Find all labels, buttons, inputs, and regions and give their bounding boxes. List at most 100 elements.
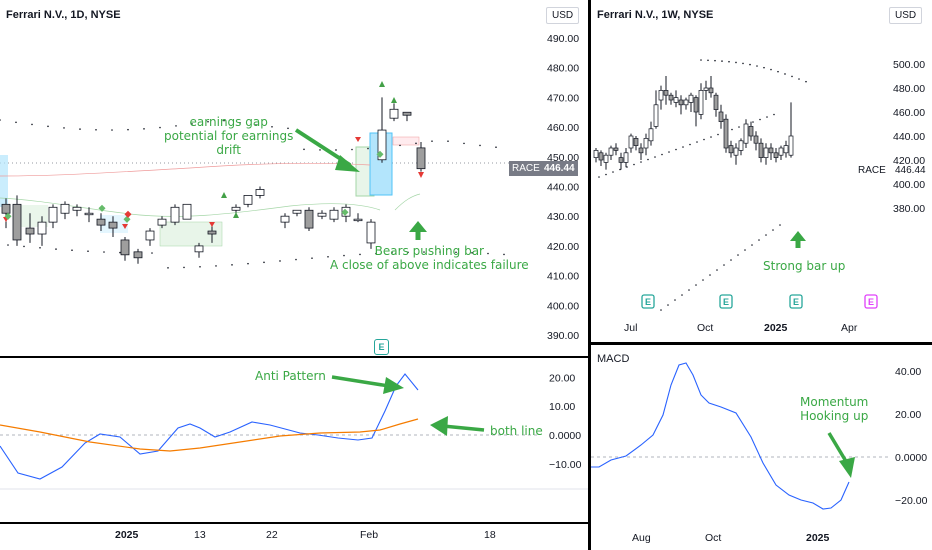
- band-dot: [319, 149, 321, 151]
- band-dot: [709, 274, 711, 276]
- band-dot: [247, 262, 249, 265]
- earnings-marker-label: E: [723, 297, 729, 307]
- daily-chart-pane[interactable]: Ferrari N.V., 1D, NYSE USD 490.00 480.00 4…: [0, 0, 588, 356]
- band-dot: [626, 166, 628, 168]
- macd-line: [0, 373, 419, 480]
- earnings-marker-icon: [789, 294, 803, 309]
- diamond-marker-icon: [376, 150, 384, 158]
- candle-body: [778, 147, 784, 156]
- candle-body: [683, 99, 689, 106]
- band-dot: [215, 265, 217, 267]
- band-dot: [207, 120, 209, 123]
- annotation-arrowhead-icon: [409, 221, 427, 232]
- weekly-macd-pane[interactable]: MACD 40.00 20.00 0.0000 −20.00 Aug Oct 2025 Mo…: [591, 345, 932, 550]
- bearish-marker-icon: [122, 224, 128, 229]
- band-dot: [763, 66, 765, 69]
- weekly-chart-pane[interactable]: Ferrari N.V., 1W, NYSE USD 500.00 480.00 4…: [591, 0, 932, 342]
- band-dot: [111, 129, 113, 131]
- band-dot: [455, 251, 457, 254]
- candle-body: [207, 230, 217, 235]
- band-dot: [239, 122, 241, 124]
- band-dot: [407, 251, 409, 254]
- weekly-price-tick: 460.00: [893, 107, 925, 119]
- daily-macd-chart[interactable]: 20.00 10.00 0.0000 −10.00: [0, 358, 588, 522]
- candle-body: [304, 209, 314, 229]
- band-dot: [303, 148, 305, 151]
- candle-body: [653, 104, 659, 127]
- bullish-marker-icon: [391, 97, 397, 103]
- earnings-marker-icon[interactable]: E: [374, 339, 389, 355]
- weekly-currency-button[interactable]: USD: [889, 7, 923, 24]
- band-dot: [779, 224, 781, 226]
- band-dot: [415, 142, 417, 145]
- earnings-marker-icon: [641, 294, 655, 309]
- band-dot: [612, 171, 614, 173]
- candle-body: [25, 227, 35, 235]
- band-dot: [279, 260, 281, 262]
- weekly-macd-xaxis-label: Oct: [705, 532, 721, 544]
- candle-body: [145, 230, 155, 241]
- band-dot: [447, 140, 449, 142]
- weekly-price-tick: 400.00: [893, 179, 925, 191]
- candle-body: [231, 206, 241, 211]
- daily-price-chart[interactable]: 490.00 480.00 470.00 460.00 450.00 440.00 430.…: [0, 0, 588, 356]
- band-dot: [772, 229, 774, 231]
- band-dot: [702, 279, 704, 281]
- band-dot: [647, 158, 649, 161]
- daily-macd-tick: 10.00: [549, 401, 575, 413]
- both-line-note: both line: [490, 424, 543, 438]
- daily-time-axis[interactable]: 2025 13 22 Feb 18: [0, 524, 588, 550]
- weekly-macd-chart[interactable]: 40.00 20.00 0.0000 −20.00 Aug Oct 2025: [591, 345, 932, 550]
- band-dot: [752, 121, 754, 123]
- candle-body: [603, 154, 609, 163]
- band-dot: [119, 251, 121, 254]
- daily-price-tick: 400.00: [547, 300, 579, 312]
- annotation-arrowhead-icon: [335, 155, 360, 172]
- daily-price-tick: 450.00: [547, 152, 579, 164]
- candle-body: [108, 221, 118, 229]
- band-dot: [731, 128, 733, 131]
- band-dot: [359, 253, 361, 256]
- weekly-macd-tick: −20.00: [895, 495, 928, 507]
- candle-body: [663, 90, 669, 96]
- band-dot: [487, 252, 489, 255]
- shaded-box: [0, 155, 8, 207]
- band-dot: [367, 147, 369, 150]
- band-dot: [335, 149, 337, 151]
- candle-body: [598, 152, 604, 161]
- daily-macd-pane[interactable]: 20.00 10.00 0.0000 −10.00 Anti Pattern both…: [0, 358, 588, 522]
- daily-currency-button[interactable]: USD: [546, 7, 580, 24]
- band-dot: [661, 153, 663, 156]
- candle-body: [638, 147, 644, 154]
- band-dot: [71, 249, 73, 252]
- weekly-price-chart[interactable]: 500.00 480.00 460.00 440.00 420.00 400.00 380.…: [591, 0, 932, 342]
- bears-pushing-note: Bears pushing bar A close of above indic…: [330, 244, 529, 272]
- band-dot: [183, 266, 185, 269]
- band-dot: [79, 128, 81, 130]
- candle-body: [292, 209, 302, 214]
- band-dot: [660, 309, 662, 311]
- band-dot: [143, 128, 145, 130]
- band-dot: [703, 138, 705, 141]
- band-dot: [95, 129, 97, 131]
- bullish-marker-icon: [221, 192, 227, 198]
- band-dot: [391, 251, 393, 254]
- candle-body: [402, 111, 412, 116]
- daily-xaxis-label: 18: [484, 529, 496, 541]
- annotation-arrow: [442, 424, 485, 432]
- candle-body: [329, 209, 339, 220]
- candle-body: [194, 245, 204, 253]
- band-dot: [287, 127, 289, 130]
- annotation-arrowhead-icon: [430, 416, 448, 436]
- weekly-chart-title: Ferrari N.V., 1W, NYSE: [597, 9, 714, 21]
- candle-body: [96, 218, 106, 226]
- daily-price-tick: 440.00: [547, 182, 579, 194]
- candle-body: [120, 239, 130, 256]
- weekly-symbol-tag: RACE: [858, 165, 886, 176]
- annotation-arrow: [331, 375, 396, 389]
- band-dot: [351, 148, 353, 151]
- earnings-marker-label: E: [868, 297, 874, 307]
- candle-body: [748, 126, 754, 137]
- band-dot: [654, 156, 656, 158]
- candle-body: [613, 147, 619, 151]
